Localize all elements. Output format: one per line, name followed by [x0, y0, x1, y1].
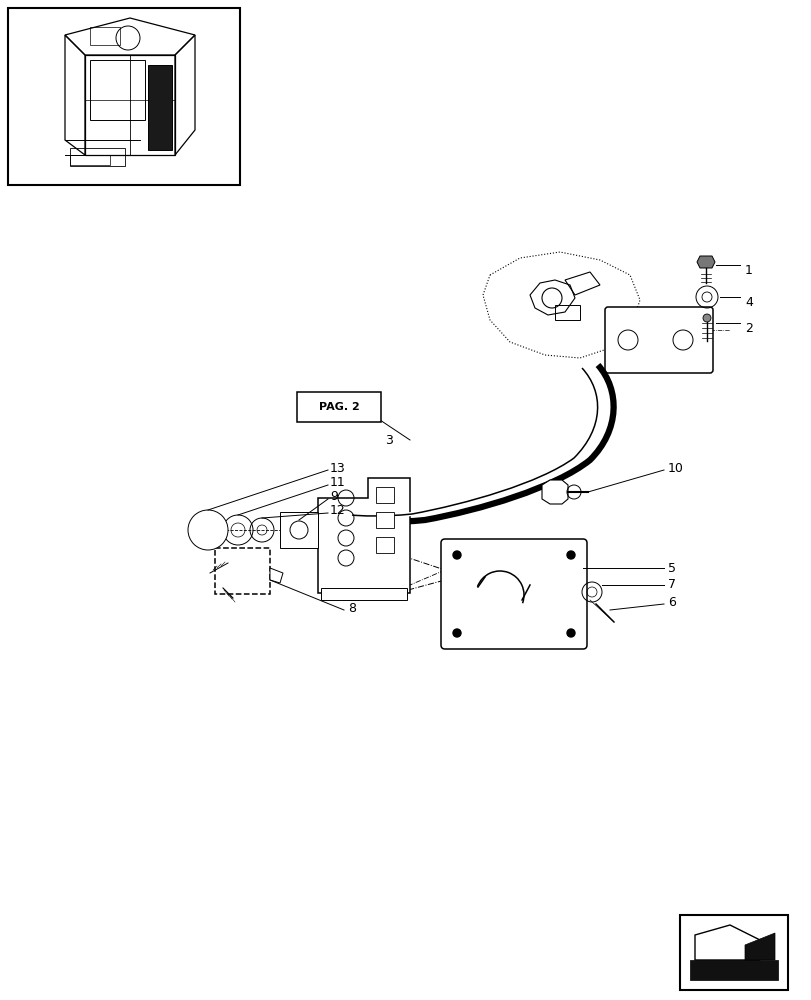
Polygon shape — [541, 480, 568, 504]
Bar — [215, 548, 270, 594]
Bar — [679, 915, 787, 990]
Polygon shape — [148, 65, 172, 150]
Circle shape — [188, 510, 228, 550]
Polygon shape — [318, 478, 410, 593]
FancyBboxPatch shape — [604, 307, 712, 373]
Text: 4: 4 — [744, 296, 752, 308]
Text: 11: 11 — [329, 477, 345, 489]
Bar — [375, 537, 393, 553]
Polygon shape — [744, 933, 774, 960]
Bar — [320, 588, 406, 600]
Text: 13: 13 — [329, 462, 345, 475]
Circle shape — [566, 551, 574, 559]
Text: 2: 2 — [744, 322, 752, 334]
Circle shape — [702, 314, 710, 322]
Text: 10: 10 — [667, 462, 683, 475]
FancyBboxPatch shape — [297, 392, 380, 422]
Circle shape — [453, 551, 461, 559]
Bar — [8, 8, 240, 185]
Bar — [280, 512, 318, 548]
Bar — [70, 155, 109, 165]
Circle shape — [453, 629, 461, 637]
Text: 5: 5 — [667, 562, 676, 574]
Polygon shape — [270, 568, 283, 583]
Text: 6: 6 — [667, 595, 675, 608]
Bar — [70, 148, 125, 166]
Circle shape — [566, 629, 574, 637]
Text: 8: 8 — [348, 601, 355, 614]
Text: 7: 7 — [667, 578, 676, 591]
Bar — [375, 487, 393, 503]
Bar — [90, 60, 145, 120]
Bar — [90, 27, 120, 45]
Polygon shape — [696, 256, 714, 268]
Text: 12: 12 — [329, 504, 345, 518]
FancyBboxPatch shape — [440, 539, 586, 649]
Text: 3: 3 — [384, 434, 393, 446]
Bar — [375, 512, 393, 528]
Polygon shape — [689, 960, 777, 980]
Text: PAG. 2: PAG. 2 — [318, 402, 359, 412]
Text: 1: 1 — [744, 263, 752, 276]
Bar — [554, 305, 579, 320]
Text: 9: 9 — [329, 490, 337, 504]
